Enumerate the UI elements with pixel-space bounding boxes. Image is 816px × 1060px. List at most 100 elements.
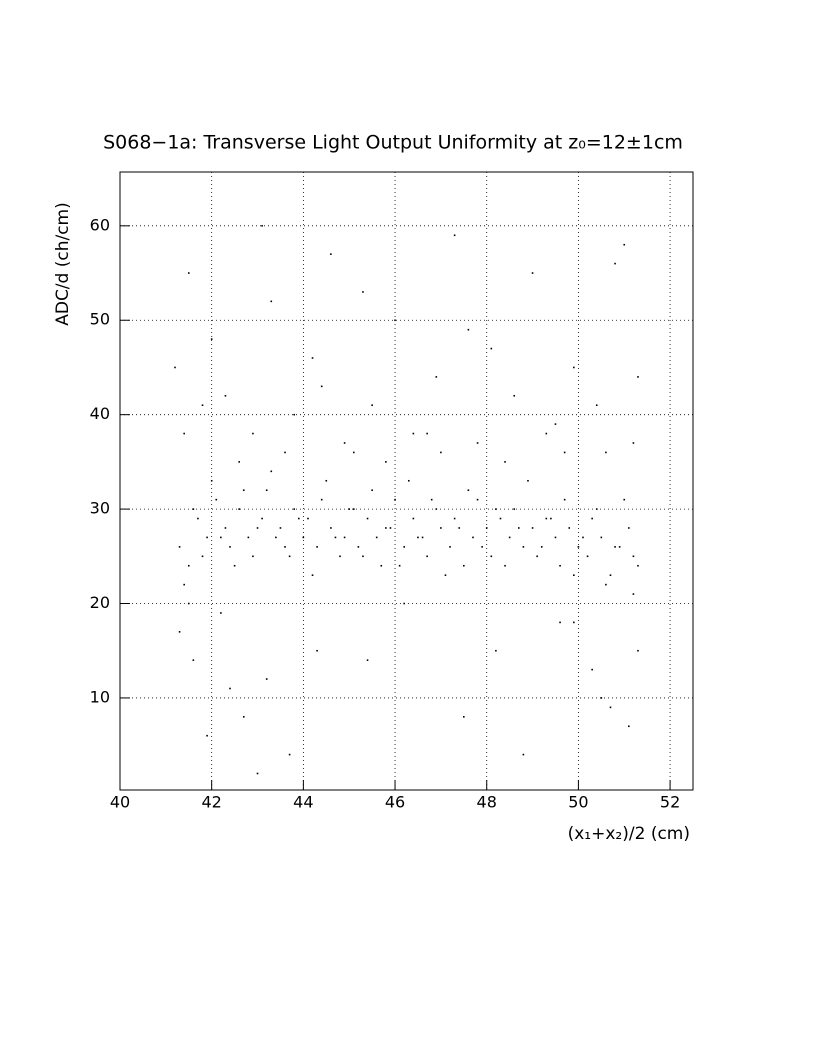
point [522,546,525,548]
point [201,555,204,558]
point [490,555,493,558]
point [311,357,314,359]
point [385,527,387,529]
point [458,527,461,529]
point [522,753,525,756]
y-tick-label: 40 [90,404,110,423]
point [320,385,323,388]
point [632,442,635,444]
point [513,508,516,510]
point [325,479,328,482]
point [595,404,598,407]
point [252,555,254,558]
point [220,612,222,614]
point [453,234,456,237]
point [197,517,199,520]
point [366,517,369,520]
point [320,498,323,501]
point [229,546,231,548]
point [362,291,364,293]
point [495,649,497,652]
point [444,574,447,576]
x-tick-label: 42 [202,793,222,812]
point [618,546,621,548]
point [242,716,245,718]
point [183,583,185,586]
point [609,574,612,576]
point [293,508,295,510]
x-tick-label: 40 [110,793,130,812]
point [421,536,424,539]
point [554,423,557,425]
point [472,536,474,539]
point [412,517,415,520]
y-tick-label: 30 [90,499,110,518]
point [623,243,626,246]
point [417,536,419,539]
point [311,574,314,576]
point [297,517,300,520]
point [545,517,548,520]
point [343,536,346,539]
plot-frame [119,171,694,791]
point [440,451,442,454]
point [485,527,488,529]
point [334,536,337,539]
y-tick-label: 50 [90,310,110,329]
point [573,621,575,624]
point [316,649,318,652]
point [637,376,639,378]
point [238,508,240,510]
point [531,527,534,529]
point [192,659,195,661]
point [247,536,250,539]
point [600,536,603,539]
point [536,555,538,558]
point [591,668,593,671]
point [394,498,396,501]
point [178,546,181,548]
point [563,451,566,454]
point [187,272,190,274]
point [385,461,387,463]
y-axis-label: ADC/d (ch/cm) [53,202,73,326]
point [288,753,291,756]
point [504,461,506,463]
point [426,555,428,558]
point [449,546,451,548]
y-tick-label: 10 [90,687,110,706]
point [513,394,516,397]
point [637,649,639,652]
point [499,517,502,520]
point [614,546,616,548]
point [559,621,561,624]
point [206,536,208,539]
point [490,347,493,350]
point [183,432,185,435]
point [352,451,355,454]
point [435,376,438,378]
point [628,527,630,529]
point [288,555,291,558]
point [293,413,295,416]
point [371,404,373,407]
point [481,546,483,548]
point [201,404,204,407]
point [284,546,286,548]
point [229,687,231,690]
point [573,366,575,369]
y-tick-label: 60 [90,215,110,234]
point [366,659,369,661]
point [330,253,332,255]
point [362,555,364,558]
point [242,489,245,492]
x-tick-label: 46 [385,793,405,812]
point [192,508,195,510]
point [210,479,213,482]
point [582,536,584,539]
point [623,498,626,501]
point [261,225,263,227]
point [187,564,190,567]
point [256,772,259,775]
point [238,461,240,463]
